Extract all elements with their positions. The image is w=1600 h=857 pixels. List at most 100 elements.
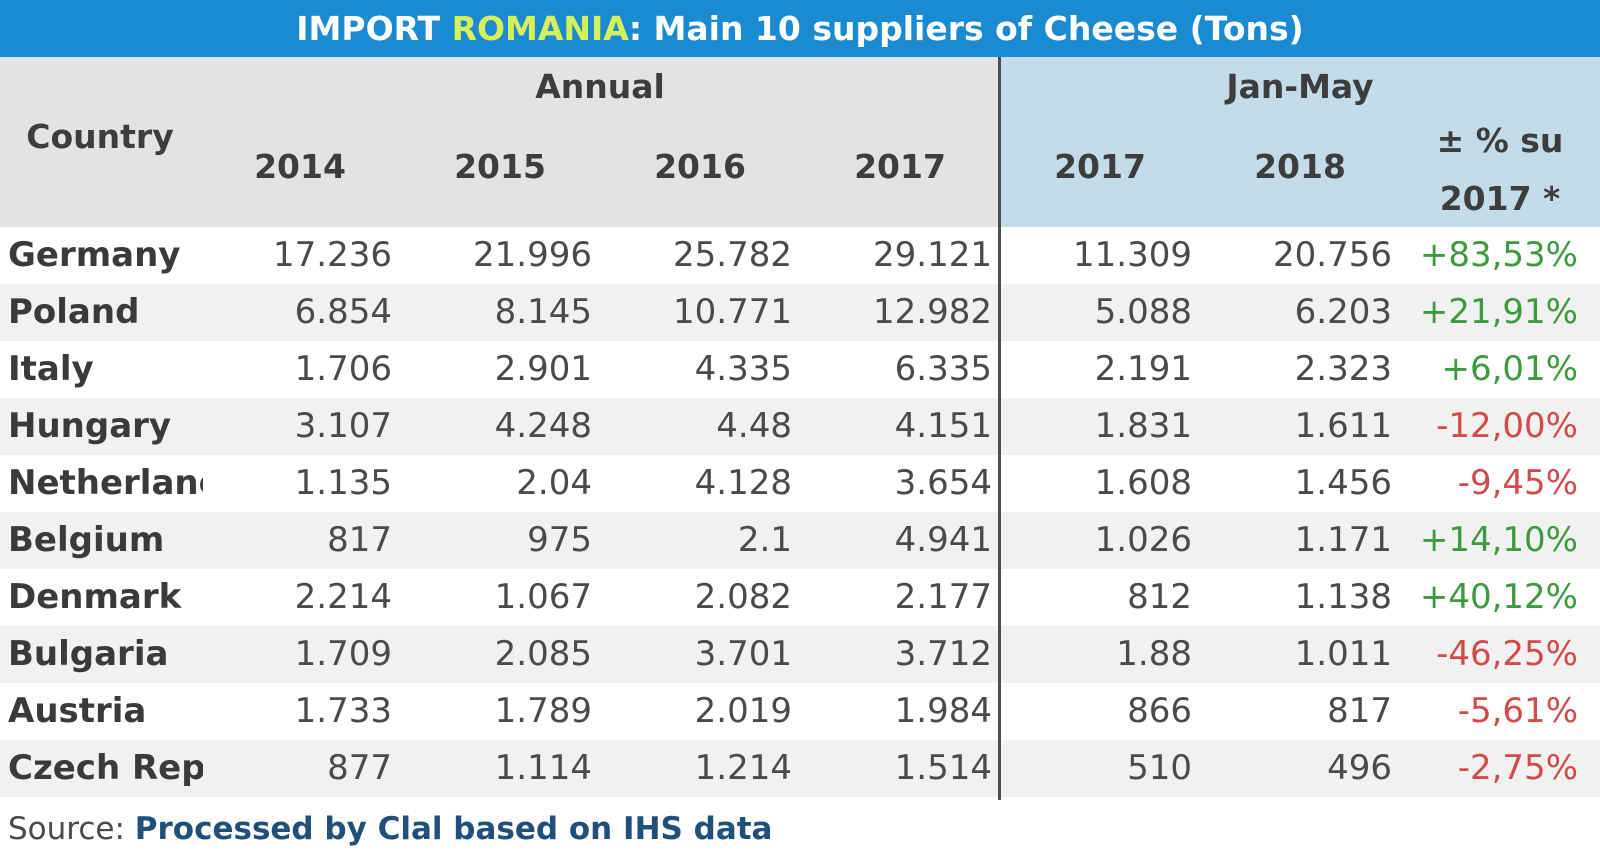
source-note: Source: Processed by Clal based on IHS d… [8, 804, 772, 854]
country-cell: Bulgaria [8, 634, 169, 674]
value-cell: 1.514 [894, 748, 992, 788]
change-cell: -2,75% [1457, 748, 1578, 788]
value-cell: 21.996 [473, 235, 592, 275]
change-cell: +40,12% [1419, 577, 1578, 617]
change-cell: +83,53% [1419, 235, 1578, 275]
value-cell: 817 [327, 520, 392, 560]
column-header-2014: 2014 [254, 147, 346, 186]
value-cell: 975 [527, 520, 592, 560]
country-cell: Hungary [8, 406, 172, 446]
value-cell: 3.701 [694, 634, 792, 674]
value-cell: 1.709 [294, 634, 392, 674]
value-cell: 1.733 [294, 691, 392, 731]
value-cell: 1.456 [1294, 463, 1392, 503]
value-cell: 2.1 [737, 520, 792, 560]
value-cell: 1.608 [1094, 463, 1192, 503]
value-cell: 496 [1327, 748, 1392, 788]
title-country: ROMANIA [451, 9, 629, 48]
country-cell: Poland [8, 292, 140, 332]
table-row: Italy 1.706 2.901 4.335 6.335 2.191 2.323 +6,01… [0, 341, 1600, 398]
value-cell: 6.854 [294, 292, 392, 332]
column-header-2017-janmay: 2017 [1054, 147, 1146, 186]
country-cell: Austria [8, 691, 147, 731]
value-cell: 12.982 [873, 292, 992, 332]
value-cell: 2.214 [294, 577, 392, 617]
table-row: Germany 17.236 21.996 25.782 29.121 11.309 20.… [0, 227, 1600, 284]
change-cell: -5,61% [1457, 691, 1578, 731]
value-cell: 2.191 [1094, 349, 1192, 389]
value-cell: 2.04 [516, 463, 592, 503]
value-cell: 20.756 [1273, 235, 1392, 275]
group-divider [998, 57, 1001, 800]
table-row: Netherlanc 1.135 2.04 4.128 3.654 1.608 1.456 -… [0, 455, 1600, 512]
column-header-2017-annual: 2017 [854, 147, 946, 186]
country-cell: Czech Repı [8, 748, 203, 788]
value-cell: 1.171 [1294, 520, 1392, 560]
change-cell: +21,91% [1419, 292, 1578, 332]
janmay-group-header: Jan-May [1226, 67, 1374, 106]
value-cell: 8.145 [494, 292, 592, 332]
value-cell: 3.654 [894, 463, 992, 503]
value-cell: 1.135 [294, 463, 392, 503]
value-cell: 1.88 [1116, 634, 1192, 674]
value-cell: 4.151 [894, 406, 992, 446]
value-cell: 866 [1127, 691, 1192, 731]
value-cell: 1.011 [1294, 634, 1392, 674]
change-cell: -9,45% [1457, 463, 1578, 503]
value-cell: 1.831 [1094, 406, 1192, 446]
value-cell: 3.712 [894, 634, 992, 674]
value-cell: 2.085 [494, 634, 592, 674]
country-cell: Belgium [8, 520, 165, 560]
table-row: Belgium 817 975 2.1 4.941 1.026 1.171 +14,10% [0, 512, 1600, 569]
janmay-header-area [999, 57, 1600, 227]
value-cell: 4.941 [894, 520, 992, 560]
value-cell: 1.611 [1294, 406, 1392, 446]
value-cell: 1.984 [894, 691, 992, 731]
value-cell: 4.128 [694, 463, 792, 503]
value-cell: 1.114 [494, 748, 592, 788]
table-row: Poland 6.854 8.145 10.771 12.982 5.088 6.203 +2… [0, 284, 1600, 341]
change-cell: +14,10% [1419, 520, 1578, 560]
country-header: Country [26, 117, 174, 156]
table-title: IMPORT ROMANIA: Main 10 suppliers of Che… [0, 0, 1600, 57]
cheese-import-table: Country Annual Jan-May 2014 2015 2016 20… [0, 57, 1600, 800]
value-cell: 2.901 [494, 349, 592, 389]
country-cell: Denmark [8, 577, 182, 617]
title-prefix: IMPORT [296, 9, 441, 48]
value-cell: 817 [1327, 691, 1392, 731]
column-header-2016: 2016 [654, 147, 746, 186]
value-cell: 812 [1127, 577, 1192, 617]
column-header-2015: 2015 [454, 147, 546, 186]
change-header-line2: 2017 * [1439, 179, 1561, 218]
value-cell: 877 [327, 748, 392, 788]
table-row: Czech Repı 877 1.114 1.214 1.514 510 496 -2,75% [0, 740, 1600, 797]
value-cell: 1.706 [294, 349, 392, 389]
value-cell: 1.138 [1294, 577, 1392, 617]
country-cell: Germany [8, 235, 181, 275]
value-cell: 2.177 [894, 577, 992, 617]
source-label: Source: [8, 811, 125, 847]
value-cell: 5.088 [1094, 292, 1192, 332]
country-cell: Netherlanc [8, 463, 203, 503]
table-row: Austria 1.733 1.789 2.019 1.984 866 817 -5,61% [0, 683, 1600, 740]
value-cell: 29.121 [873, 235, 992, 275]
value-cell: 1.067 [494, 577, 592, 617]
value-cell: 2.323 [1294, 349, 1392, 389]
value-cell: 3.107 [294, 406, 392, 446]
source-text: Processed by Clal based on IHS data [134, 811, 773, 847]
value-cell: 510 [1127, 748, 1192, 788]
title-suffix: : Main 10 suppliers of Cheese (Tons) [628, 9, 1304, 48]
value-cell: 1.789 [494, 691, 592, 731]
table-row: Hungary 3.107 4.248 4.48 4.151 1.831 1.611 -12,… [0, 398, 1600, 455]
table-row: Bulgaria 1.709 2.085 3.701 3.712 1.88 1.011 -46… [0, 626, 1600, 683]
value-cell: 17.236 [273, 235, 392, 275]
change-cell: -12,00% [1436, 406, 1578, 446]
value-cell: 11.309 [1073, 235, 1192, 275]
change-cell: -46,25% [1436, 634, 1578, 674]
value-cell: 4.48 [716, 406, 792, 446]
value-cell: 1.026 [1094, 520, 1192, 560]
value-cell: 25.782 [673, 235, 792, 275]
value-cell: 6.203 [1294, 292, 1392, 332]
value-cell: 4.248 [494, 406, 592, 446]
value-cell: 4.335 [694, 349, 792, 389]
